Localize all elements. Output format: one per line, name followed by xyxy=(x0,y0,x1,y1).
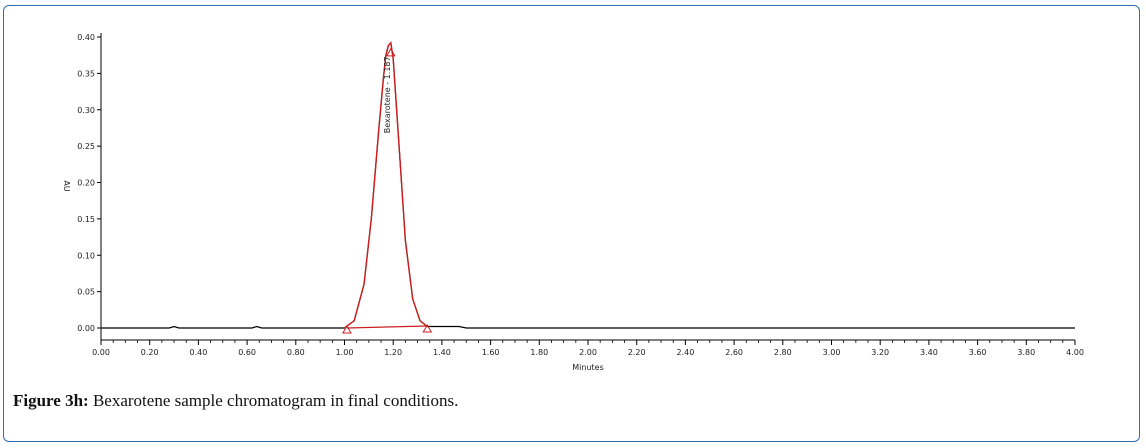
chromatogram-trace xyxy=(101,41,1075,329)
y-tick-label: 0.20 xyxy=(77,179,95,188)
data-layer xyxy=(101,41,1075,334)
peak-label: Bexarotene - 1.187 xyxy=(383,56,392,133)
caption-text: Bexarotene sample chromatogram in final … xyxy=(88,391,459,410)
x-tick-label: 3.00 xyxy=(823,348,841,357)
figure-frame xyxy=(3,5,1140,442)
y-tick-label: 0.15 xyxy=(77,215,95,224)
y-axis-title: AU xyxy=(62,180,71,191)
x-tick-label: 0.80 xyxy=(287,348,305,357)
y-tick-label: 0.30 xyxy=(77,106,95,115)
y-tick-label: 0.25 xyxy=(77,142,95,151)
x-tick-label: 2.40 xyxy=(676,348,694,357)
peak-start-marker xyxy=(342,324,352,334)
peak-outline xyxy=(344,41,428,329)
y-tick-label: 0.10 xyxy=(77,251,95,260)
x-tick-label: 0.40 xyxy=(189,348,207,357)
x-tick-label: 3.60 xyxy=(969,348,987,357)
x-tick-label: 0.20 xyxy=(141,348,159,357)
x-tick-label: 2.20 xyxy=(628,348,646,357)
y-tick-label: 0.05 xyxy=(77,288,95,297)
x-tick-label: 3.20 xyxy=(871,348,889,357)
peak-apex-marker xyxy=(385,47,396,57)
x-tick-label: 3.40 xyxy=(920,348,938,357)
x-tick-label: 2.60 xyxy=(725,348,743,357)
x-tick-label: 0.60 xyxy=(238,348,256,357)
x-tick-label: 0.00 xyxy=(92,348,110,357)
x-tick-label: 1.20 xyxy=(384,348,402,357)
x-tick-label: 2.80 xyxy=(774,348,792,357)
x-tick-label: 1.60 xyxy=(482,348,500,357)
y-tick-label: 0.00 xyxy=(77,324,95,333)
y-tick-label: 0.40 xyxy=(77,33,95,42)
x-axis-title: Minutes xyxy=(572,363,604,372)
x-tick-label: 3.80 xyxy=(1017,348,1035,357)
figure-caption: Figure 3h: Bexarotene sample chromatogra… xyxy=(13,391,458,411)
x-tick-label: 1.80 xyxy=(530,348,548,357)
y-tick-label: 0.35 xyxy=(77,69,95,78)
x-tick-label: 2.00 xyxy=(579,348,597,357)
peak-baseline xyxy=(346,325,428,329)
x-tick-label: 4.00 xyxy=(1066,348,1084,357)
caption-label: Figure 3h: xyxy=(13,391,89,410)
x-tick-label: 1.00 xyxy=(336,348,354,357)
peak-end-marker xyxy=(422,323,433,333)
axes-layer: 0.00 0.05 0.10 0.15 0.20 0.25 0.30 0.35 0.40 0.00… xyxy=(62,33,1084,372)
x-tick-label: 1.40 xyxy=(433,348,451,357)
label-layer: Bexarotene - 1.187 xyxy=(383,56,392,133)
